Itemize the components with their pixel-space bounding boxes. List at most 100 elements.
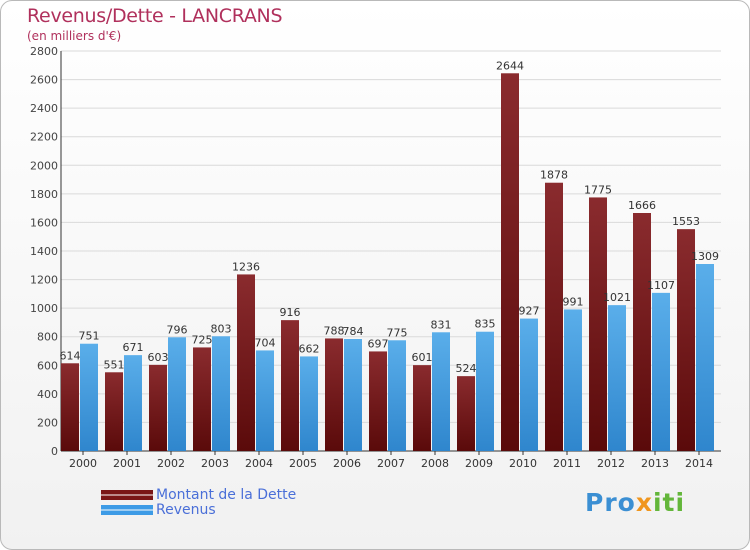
data-label: 551 [104,358,125,371]
x-tick-label: 2010 [509,457,537,470]
bar [520,318,538,451]
data-label: 1666 [628,199,656,212]
chart-subtitle: (en milliers d'€) [27,29,122,43]
bar [432,332,450,451]
logo-part-3: iti [652,488,686,517]
y-tick-label: 2800 [30,45,58,58]
x-tick-label: 2005 [289,457,317,470]
x-tick-label: 2006 [333,457,361,470]
x-tick-label: 2012 [597,457,625,470]
legend-label-revenus: Revenus [156,501,216,518]
x-tick-label: 2014 [685,457,713,470]
data-label: 725 [192,333,213,346]
data-label: 1021 [603,291,631,304]
data-label: 916 [280,306,301,319]
x-tick-label: 2000 [69,457,97,470]
data-label: 1553 [672,215,700,228]
data-label: 1309 [691,250,719,263]
bar [545,182,563,451]
bar [193,347,211,451]
data-label: 1107 [647,279,675,292]
legend-swatch-dette [101,489,153,500]
chart-title: Revenus/Dette - LANCRANS [27,5,283,27]
x-tick-label: 2011 [553,457,581,470]
data-label: 831 [431,318,452,331]
data-label: 803 [211,322,232,335]
bar [589,197,607,451]
bar [413,365,431,451]
bar [457,376,475,451]
bar [168,337,186,451]
x-tick-label: 2013 [641,457,669,470]
x-tick-label: 2007 [377,457,405,470]
data-label: 796 [167,323,188,336]
data-label: 1775 [584,183,612,196]
y-tick-label: 1000 [30,302,58,315]
data-label: 784 [343,325,364,338]
y-tick-label: 1600 [30,216,58,229]
x-tick-label: 2008 [421,457,449,470]
bar [325,338,343,451]
data-label: 704 [255,336,276,349]
y-tick-label: 2200 [30,131,58,144]
y-tick-label: 600 [37,359,58,372]
data-label: 788 [324,324,345,337]
proxiti-logo: Proxiti [585,488,685,517]
data-label: 671 [123,341,144,354]
data-label: 524 [456,362,477,375]
bar [564,309,582,451]
y-tick-label: 800 [37,331,58,344]
data-label: 1878 [540,169,568,182]
data-label: 991 [563,295,584,308]
x-tick-label: 2002 [157,457,185,470]
y-tick-label: 2000 [30,159,58,172]
logo-part-2: x [635,488,653,517]
data-label: 1236 [232,260,260,273]
data-label: 775 [387,326,408,339]
y-tick-label: 1800 [30,188,58,201]
bar [300,356,318,451]
x-tick-label: 2009 [465,457,493,470]
data-label: 2644 [496,59,524,72]
data-label: 697 [368,337,389,350]
bar [633,213,651,451]
data-label: 601 [412,351,433,364]
data-label: 603 [148,351,169,364]
bar [476,331,494,451]
bar [652,292,670,451]
bar [388,340,406,451]
legend-item-dette: Montant de la Dette [101,486,297,503]
y-tick-label: 2600 [30,74,58,87]
x-tick-label: 2003 [201,457,229,470]
bar [105,372,123,451]
y-tick-label: 1400 [30,245,58,258]
y-tick-label: 2400 [30,102,58,115]
y-tick-label: 400 [37,388,58,401]
bar [256,350,274,451]
data-label: 751 [79,330,100,343]
logo-part-1: Pro [585,488,636,517]
bar [124,355,142,451]
legend-swatch-revenus [101,504,153,515]
bar [212,336,230,451]
bar [696,264,714,451]
data-label: 662 [299,342,320,355]
bar [677,229,695,451]
legend-item-revenus: Revenus [101,501,296,518]
data-label: 614 [60,349,81,362]
bar [281,320,299,451]
bar [149,364,167,451]
bar [369,351,387,451]
bar [501,73,519,452]
y-tick-label: 1200 [30,274,58,287]
bar [344,339,362,451]
chart-legend: Montant de la Dette Revenus [101,486,297,518]
data-label: 927 [519,305,540,318]
data-label: 835 [475,318,496,331]
y-tick-label: 200 [37,416,58,429]
x-tick-label: 2004 [245,457,273,470]
bar [237,274,255,451]
legend-label-dette: Montant de la Dette [156,486,297,503]
y-tick-label: 0 [51,445,58,458]
